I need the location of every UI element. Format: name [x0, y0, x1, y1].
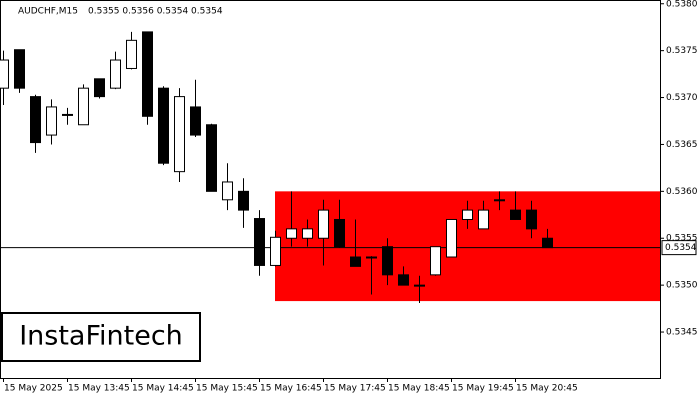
x-tick-label: 15 May 13:45 — [68, 384, 130, 394]
candle-body — [430, 246, 441, 276]
candle-body — [62, 113, 73, 116]
x-tick-label: 15 May 2025 — [4, 384, 63, 394]
x-tick-label: 15 May 17:45 — [324, 384, 386, 394]
y-tick-label: 0.5355 — [666, 234, 698, 244]
ohlc-info: 0.5355 0.5356 0.5354 0.5354 — [88, 7, 223, 17]
candle-body — [158, 87, 169, 164]
x-tick-label: 15 May 20:45 — [516, 384, 578, 394]
candle-body — [526, 209, 537, 230]
logo: InstaFintech — [19, 321, 183, 352]
candle-body — [174, 96, 185, 173]
x-tick-label: 15 May 19:45 — [452, 384, 514, 394]
candle-body — [510, 209, 521, 220]
candle-body — [446, 218, 457, 258]
y-tick-label: 0.5380 — [666, 0, 698, 9]
candle-body — [542, 237, 553, 249]
candle-body — [398, 274, 409, 286]
candle-body — [142, 31, 153, 117]
candle-body — [494, 199, 505, 202]
candle-body — [462, 209, 473, 220]
candle-body — [94, 78, 105, 98]
candle-body — [270, 236, 281, 266]
candle-body — [478, 209, 489, 230]
chart-title: AUDCHF,M15 — [18, 7, 78, 17]
y-tick-label: 0.5350 — [666, 281, 698, 291]
x-tick-label: 15 May 15:45 — [196, 384, 258, 394]
last-price-label: 0.5354 — [665, 243, 697, 253]
candle-body — [318, 209, 329, 239]
candle-body — [126, 39, 137, 69]
candle-body — [366, 256, 377, 259]
candle-body — [286, 228, 297, 239]
candle-body — [46, 106, 57, 136]
y-tick-label: 0.5360 — [666, 187, 698, 197]
candle-body — [14, 49, 25, 89]
candle-body — [334, 218, 345, 248]
candle-body — [190, 106, 201, 136]
candle-body — [382, 246, 393, 276]
y-tick-label: 0.5365 — [666, 140, 698, 150]
candle-body — [78, 87, 89, 126]
candle-body — [414, 284, 425, 287]
logo-box — [1, 312, 201, 362]
candle-body — [302, 228, 313, 239]
y-tick-label: 0.5345 — [666, 328, 698, 338]
y-tick-label: 0.5370 — [666, 93, 698, 103]
candle-body — [350, 256, 361, 267]
candle-body — [222, 181, 233, 201]
x-tick-label: 15 May 18:45 — [388, 384, 450, 394]
candle-body — [206, 124, 217, 192]
x-tick-label: 15 May 14:45 — [132, 384, 194, 394]
candle-body — [254, 218, 265, 266]
x-tick-label: 15 May 16:45 — [260, 384, 322, 394]
candle-body — [238, 190, 249, 211]
candle-body — [0, 59, 9, 89]
candle-body — [110, 59, 121, 89]
y-tick-label: 0.5375 — [666, 46, 698, 56]
candle-body — [30, 96, 41, 144]
last-price-box — [661, 240, 697, 256]
